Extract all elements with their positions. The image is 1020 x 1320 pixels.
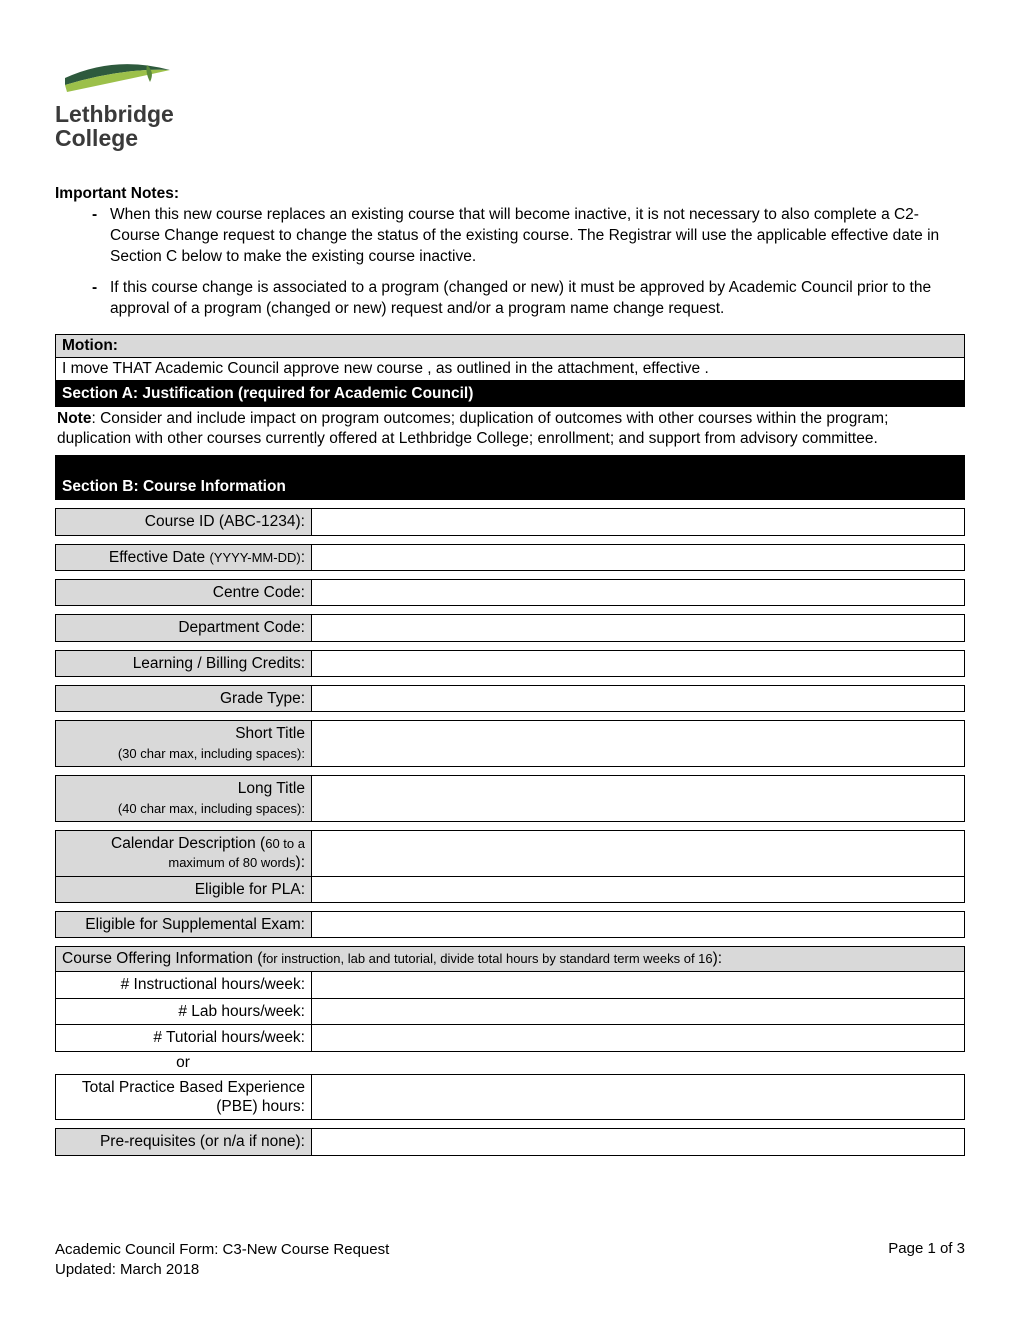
logo-line1: Lethbridge xyxy=(55,101,174,127)
label-effective-date-colon: : xyxy=(301,549,305,566)
label-pbe-sub: (PBE) hours: xyxy=(216,1098,305,1115)
row-or: or xyxy=(55,1052,311,1074)
row-instructional: # Instructional hours/week: xyxy=(55,972,965,998)
label-short-title-main: Short Title xyxy=(235,725,305,742)
section-a-note-body: : Consider and include impact on program… xyxy=(57,410,888,447)
value-centre-code[interactable] xyxy=(312,580,964,605)
row-lab: # Lab hours/week: xyxy=(55,999,965,1025)
label-long-title: Long Title (40 char max, including space… xyxy=(56,776,312,821)
motion-header: Motion: xyxy=(56,335,964,358)
value-instructional[interactable] xyxy=(312,972,964,997)
footer-left: Academic Council Form: C3-New Course Req… xyxy=(55,1240,389,1281)
footer-page-label: Page xyxy=(888,1240,927,1257)
label-calendar-desc-sub2: maximum of 80 words xyxy=(168,855,295,870)
row-tutorial: # Tutorial hours/week: xyxy=(55,1025,965,1051)
section-a-header: Section A: Justification (required for A… xyxy=(55,381,965,407)
label-instructional: # Instructional hours/week: xyxy=(56,972,312,997)
offering-header-main: Course Offering Information ( xyxy=(62,950,262,967)
offering-header-sub: for instruction, lab and tutorial, divid… xyxy=(262,951,712,966)
logo: Lethbridge College xyxy=(55,50,965,150)
value-course-id[interactable] xyxy=(312,509,964,534)
value-pbe[interactable] xyxy=(312,1075,964,1120)
note-item: If this course change is associated to a… xyxy=(110,278,965,320)
value-grade-type[interactable] xyxy=(312,686,964,711)
row-offering-header: Course Offering Information (for instruc… xyxy=(55,946,965,972)
row-pbe: Total Practice Based Experience (PBE) ho… xyxy=(55,1074,965,1121)
label-short-title: Short Title (30 char max, including spac… xyxy=(56,721,312,766)
row-effective-date: Effective Date (YYYY-MM-DD): xyxy=(55,544,965,571)
label-department-code: Department Code: xyxy=(56,615,312,640)
label-calendar-desc-sub1: 60 to a xyxy=(265,836,305,851)
row-centre-code: Centre Code: xyxy=(55,579,965,606)
footer-page-current: 1 xyxy=(927,1240,935,1257)
row-long-title: Long Title (40 char max, including space… xyxy=(55,775,965,822)
row-prereq: Pre-requisites (or n/a if none): xyxy=(55,1128,965,1155)
logo-line2: College xyxy=(55,125,138,151)
value-short-title[interactable] xyxy=(312,721,964,766)
label-pbe: Total Practice Based Experience (PBE) ho… xyxy=(56,1075,312,1120)
label-long-title-main: Long Title xyxy=(238,780,305,797)
footer-right: Page 1 of 3 xyxy=(888,1240,965,1281)
label-effective-date: Effective Date (YYYY-MM-DD): xyxy=(56,545,312,570)
label-pla: Eligible for PLA: xyxy=(56,877,312,902)
value-calendar-desc[interactable] xyxy=(312,831,964,876)
row-supplemental: Eligible for Supplemental Exam: xyxy=(55,911,965,938)
row-pla: Eligible for PLA: xyxy=(55,877,965,903)
section-a-note: Note: Consider and include impact on pro… xyxy=(55,407,965,455)
label-calendar-desc: Calendar Description (60 to a maximum of… xyxy=(56,831,312,876)
label-long-title-sub: (40 char max, including spaces): xyxy=(118,801,305,816)
row-department-code: Department Code: xyxy=(55,614,965,641)
offering-header-close: ): xyxy=(713,950,722,967)
value-pla[interactable] xyxy=(312,877,964,902)
important-notes-heading: Important Notes: xyxy=(55,185,965,203)
row-grade-type: Grade Type: xyxy=(55,685,965,712)
label-supplemental: Eligible for Supplemental Exam: xyxy=(56,912,312,937)
section-b-header: Section B: Course Information xyxy=(55,475,965,500)
label-tutorial: # Tutorial hours/week: xyxy=(56,1025,312,1050)
label-calendar-desc-close: ): xyxy=(296,854,305,871)
footer-page-of: of xyxy=(936,1240,957,1257)
label-learning-credits: Learning / Billing Credits: xyxy=(56,651,312,676)
note-item: When this new course replaces an existin… xyxy=(110,205,965,268)
label-short-title-sub: (30 char max, including spaces): xyxy=(118,746,305,761)
label-centre-code: Centre Code: xyxy=(56,580,312,605)
motion-box: Motion: I move THAT Academic Council app… xyxy=(55,334,965,381)
value-supplemental[interactable] xyxy=(312,912,964,937)
value-effective-date[interactable] xyxy=(312,545,964,570)
row-calendar-desc: Calendar Description (60 to a maximum of… xyxy=(55,830,965,877)
label-prereq: Pre-requisites (or n/a if none): xyxy=(56,1129,312,1154)
logo-swoosh-icon xyxy=(55,50,175,95)
value-prereq[interactable] xyxy=(312,1129,964,1154)
label-pbe-main: Total Practice Based Experience xyxy=(82,1079,305,1096)
value-long-title[interactable] xyxy=(312,776,964,821)
footer-updated: Updated: March 2018 xyxy=(55,1261,199,1278)
label-effective-date-sub: (YYYY-MM-DD) xyxy=(209,550,300,565)
label-grade-type: Grade Type: xyxy=(56,686,312,711)
important-notes-list: When this new course replaces an existin… xyxy=(55,205,965,320)
footer: Academic Council Form: C3-New Course Req… xyxy=(55,1240,965,1281)
label-calendar-desc-main: Calendar Description ( xyxy=(111,835,265,852)
value-department-code[interactable] xyxy=(312,615,964,640)
label-course-id: Course ID (ABC-1234): xyxy=(56,509,312,534)
row-course-id: Course ID (ABC-1234): xyxy=(55,508,965,535)
value-lab[interactable] xyxy=(312,999,964,1024)
value-learning-credits[interactable] xyxy=(312,651,964,676)
row-learning-credits: Learning / Billing Credits: xyxy=(55,650,965,677)
section-a-note-label: Note xyxy=(57,410,91,427)
footer-form-name: Academic Council Form: C3-New Course Req… xyxy=(55,1241,389,1258)
page-container: Lethbridge College Important Notes: When… xyxy=(0,0,1020,1320)
row-short-title: Short Title (30 char max, including spac… xyxy=(55,720,965,767)
black-spacer-bar xyxy=(55,455,965,475)
motion-body: I move THAT Academic Council approve new… xyxy=(56,358,964,380)
label-lab: # Lab hours/week: xyxy=(56,999,312,1024)
label-effective-date-main: Effective Date xyxy=(109,549,210,566)
value-tutorial[interactable] xyxy=(312,1025,964,1050)
logo-text: Lethbridge College xyxy=(55,102,965,150)
footer-page-total: 3 xyxy=(957,1240,965,1257)
